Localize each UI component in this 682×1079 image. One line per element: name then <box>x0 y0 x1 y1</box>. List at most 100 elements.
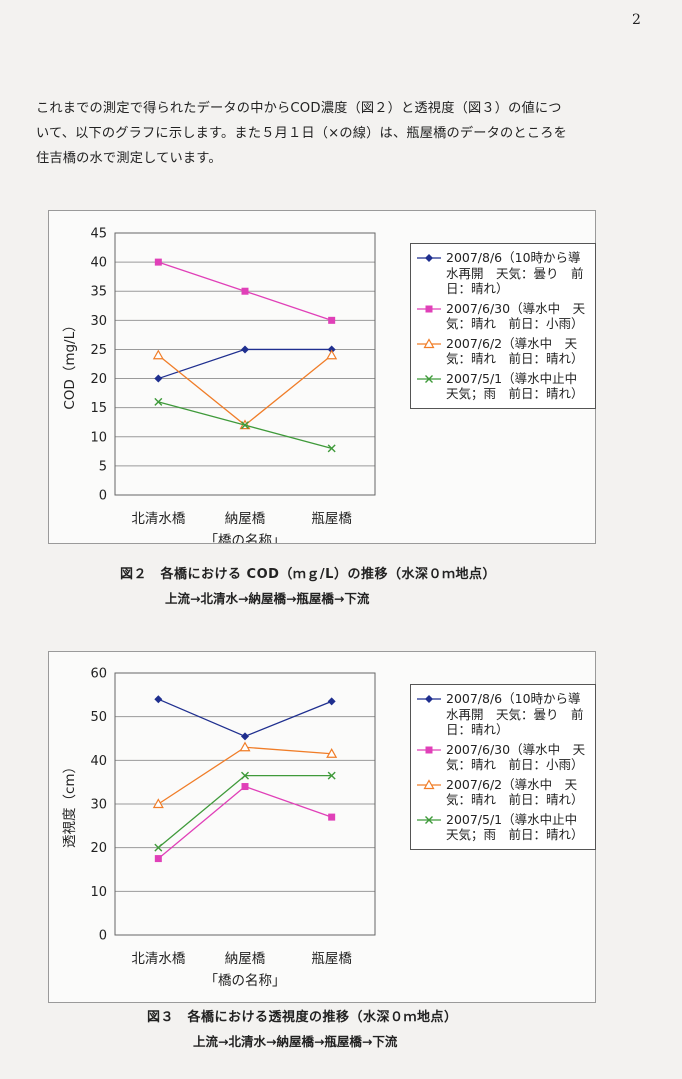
transparency-legend-swatch <box>417 746 441 753</box>
figure-3-caption: 図３ 各橋における透視度の推移（水深０ｍ地点） <box>147 1010 458 1025</box>
transparency-series-4-point <box>327 771 336 780</box>
transparency-legend-label: 2007/6/30（導水中 天気：晴れ 前日：小雨） <box>446 741 586 773</box>
cod-series-1-point <box>154 374 163 383</box>
transparency-legend-swatch-marker <box>425 815 433 824</box>
chart-cod-legend: 2007/8/6（10時から導水再開 天気：曇り 前日：晴れ） 2007/6/30… <box>410 243 596 409</box>
cod-x-tick-label: 納屋橋 <box>225 511 266 527</box>
transparency-series-4-point <box>154 843 163 852</box>
cod-legend-item: 2007/8/6（10時から導水再開 天気：曇り 前日：晴れ） <box>415 250 591 297</box>
cod-series-4-point <box>154 397 163 406</box>
transparency-y-tick-label: 20 <box>90 841 107 856</box>
transparency-series-3-point <box>239 741 251 752</box>
transparency-y-tick-label: 0 <box>99 929 107 944</box>
transparency-plot-area <box>114 672 376 936</box>
transparency-legend-item: 2007/6/30（導水中 天気：晴れ 前日：小雨） <box>415 742 591 773</box>
transparency-series-line-1 <box>158 698 332 738</box>
transparency-series-4-point <box>241 771 249 780</box>
intro-paragraph: これまでの測定で得られたデータの中からCOD濃度（図２）と透視度（図３）の値につ… <box>36 96 648 171</box>
transparency-series-2-point <box>328 813 336 821</box>
cod-y-tick-label: 45 <box>90 227 107 242</box>
transparency-y-tick-label: 40 <box>90 754 107 769</box>
transparency-series-3-point <box>326 748 338 758</box>
cod-legend-swatch-marker <box>425 374 433 383</box>
cod-y-tick-label: 20 <box>90 372 107 387</box>
transparency-y-axis-title: 透視度（cm） <box>62 760 78 848</box>
cod-series-2-point <box>241 287 249 295</box>
cod-series-4-point <box>327 444 336 453</box>
cod-series-line-1 <box>158 348 332 380</box>
transparency-x-tick-label: 瓶屋橋 <box>311 951 352 967</box>
cod-legend-label: 2007/6/30（導水中 天気：晴れ 前日：小雨） <box>446 300 586 332</box>
transparency-legend-item: 2007/5/1（導水中止中 天気；雨 前日：晴れ） <box>415 812 591 843</box>
figure-3-flow-note: 上流→北清水→納屋橋→瓶屋橋→下流 <box>193 1034 398 1049</box>
transparency-legend-swatch <box>417 815 441 824</box>
cod-legend-label: 2007/8/6（10時から導水再開 天気：曇り 前日：晴れ） <box>446 250 584 296</box>
intro-line: 住吉橋の水で測定しています。 <box>36 151 222 166</box>
cod-legend-swatch-marker <box>425 305 433 312</box>
cod-x-tick-label: 瓶屋橋 <box>311 511 352 527</box>
cod-series-line-3 <box>157 354 333 426</box>
cod-series-4-point <box>241 421 249 430</box>
transparency-legend-item: 2007/6/2（導水中 天気：晴れ 前日：晴れ） <box>415 777 591 808</box>
chart-transparency-legend: 2007/8/6（10時から導水再開 天気：曇り 前日：晴れ） 2007/6/30… <box>410 684 596 850</box>
chart-cod-frame: 0 5 10 15 20 25 30 35 40 45 北清水橋 納屋橋 瓶屋橋「橋の名称」 COD（mg… <box>48 210 596 549</box>
cod-y-tick-label: 35 <box>90 285 107 300</box>
cod-series-1-point <box>327 345 336 354</box>
figure-2-caption: 図２ 各橋における COD（ｍｇ/L）の推移（水深０ｍ地点） <box>120 567 496 582</box>
transparency-legend-label: 2007/5/1（導水中止中 天気；雨 前日：晴れ） <box>446 811 590 843</box>
cod-series-3-point <box>326 349 338 360</box>
transparency-series-1-point <box>154 695 163 704</box>
cod-y-tick-label: 15 <box>90 401 107 416</box>
page-number: 2 <box>632 12 641 28</box>
cod-legend-swatch <box>417 374 441 383</box>
transparency-legend-swatch <box>417 778 441 789</box>
cod-legend-label: 2007/6/2（導水中 天気：晴れ 前日：晴れ） <box>446 335 584 367</box>
transparency-legend-item: 2007/8/6（10時から導水再開 天気：曇り 前日：晴れ） <box>415 691 591 738</box>
cod-y-tick-label: 5 <box>99 459 107 474</box>
chart-transparency: 0 10 20 30 40 50 60 北清水橋 納屋橋 瓶屋橋「橋の名称」 透視度（cm） <box>62 667 376 989</box>
transparency-series-2-point <box>241 783 249 791</box>
chart-transparency-frame: 0 10 20 30 40 50 60 北清水橋 納屋橋 瓶屋橋 「橋の名称」 透視度（cm） 200… <box>48 651 596 1003</box>
cod-x-tick-label: 北清水橋 <box>131 511 185 527</box>
transparency-series-3-point <box>152 798 164 809</box>
cod-y-tick-label: 10 <box>90 430 107 445</box>
cod-y-axis-title: COD（mg/L） <box>62 318 78 409</box>
transparency-legend-swatch-marker <box>425 746 433 753</box>
transparency-y-tick-label: 50 <box>90 710 107 725</box>
transparency-y-tick-label: 60 <box>90 667 107 682</box>
cod-legend-label: 2007/5/1（導水中止中 天気；雨 前日：晴れ） <box>446 370 590 402</box>
cod-legend-swatch-marker <box>423 337 435 348</box>
cod-legend-swatch <box>417 337 441 348</box>
transparency-legend-label: 2007/6/2（導水中 天気：晴れ 前日：晴れ） <box>446 776 584 808</box>
transparency-series-1-point <box>241 732 249 741</box>
transparency-series-2-point <box>154 855 162 863</box>
intro-line: いて、以下のグラフに示します。また５月１日（×の線）は、瓶屋橋のデータのところを <box>36 126 567 141</box>
transparency-x-axis-title: 「橋の名称」 <box>205 973 286 989</box>
intro-line: これまでの測定で得られたデータの中からCOD濃度（図２）と透視度（図３）の値につ <box>36 101 562 116</box>
cod-series-1-point <box>241 345 249 354</box>
transparency-y-tick-label: 30 <box>90 798 107 813</box>
cod-y-tick-label: 40 <box>90 256 107 271</box>
transparency-legend-swatch-marker <box>425 695 433 703</box>
cod-legend-swatch <box>417 305 441 312</box>
cod-legend-item: 2007/5/1（導水中止中 天気；雨 前日：晴れ） <box>415 371 591 402</box>
cod-series-3-point <box>152 349 164 360</box>
cod-legend-swatch <box>417 254 441 262</box>
figure-2-flow-note: 上流→北清水→納屋橋→瓶屋橋→下流 <box>165 591 370 606</box>
transparency-legend-swatch <box>417 695 441 703</box>
cod-legend-swatch-marker <box>425 254 433 262</box>
cod-x-axis-title: 「橋の名称」 <box>205 533 286 543</box>
transparency-legend-label: 2007/8/6（10時から導水再開 天気：曇り 前日：晴れ） <box>446 691 584 737</box>
transparency-x-tick-label: 北清水橋 <box>131 951 185 967</box>
cod-y-tick-label: 0 <box>99 489 107 504</box>
transparency-series-1-point <box>327 697 336 706</box>
cod-series-2-point <box>328 316 336 324</box>
cod-legend-item: 2007/6/2（導水中 天気：晴れ 前日：晴れ） <box>415 336 591 367</box>
transparency-x-tick-label: 納屋橋 <box>225 951 266 967</box>
cod-legend-item: 2007/6/30（導水中 天気：晴れ 前日：小雨） <box>415 301 591 332</box>
transparency-y-tick-label: 10 <box>90 885 107 900</box>
cod-y-tick-label: 30 <box>90 314 107 329</box>
cod-series-2-point <box>154 258 162 266</box>
transparency-legend-swatch-marker <box>423 778 435 789</box>
cod-y-tick-label: 25 <box>90 343 107 358</box>
